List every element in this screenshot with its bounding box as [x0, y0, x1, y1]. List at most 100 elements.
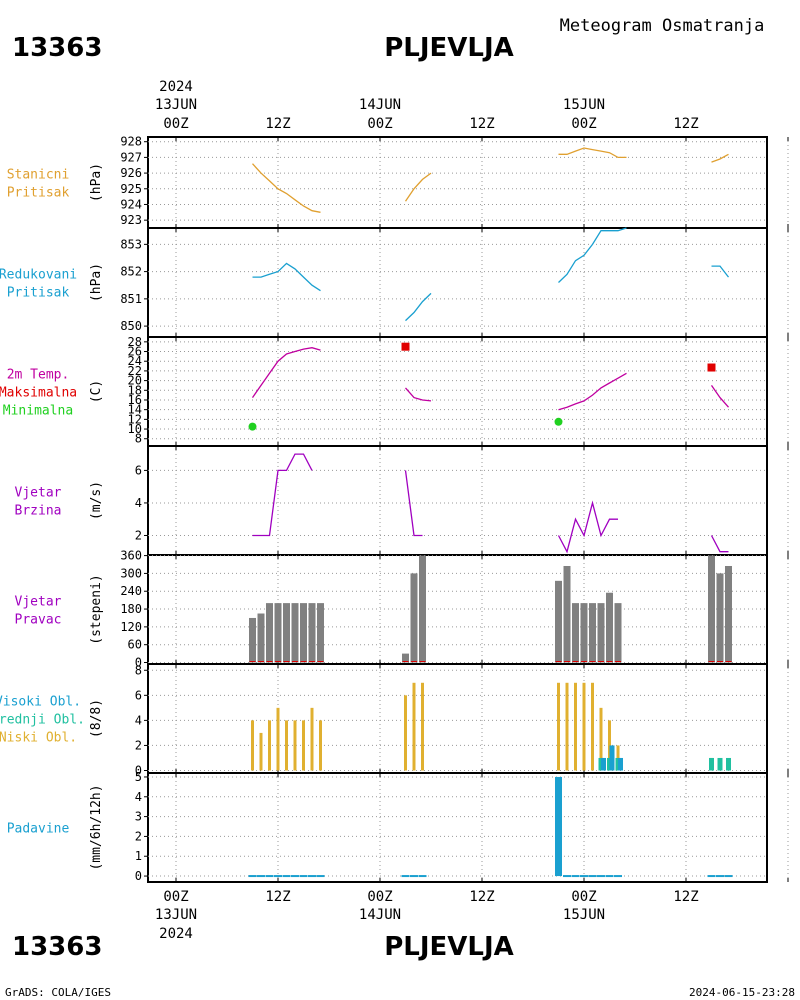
hour-label-top: 12Z	[469, 116, 494, 132]
hour-label-bottom: 12Z	[265, 889, 290, 905]
cloud-bar	[609, 745, 615, 771]
series-line	[251, 347, 321, 398]
y-tick-label: 360	[120, 549, 142, 563]
series-line	[558, 372, 627, 411]
y-tick-label: 1	[135, 849, 142, 863]
y-axis-label: (hPa)	[89, 263, 104, 302]
y-tick-label: 2	[135, 738, 142, 752]
y-tick-label: 8	[135, 432, 142, 446]
cloud-bar	[268, 720, 271, 771]
y-tick-label: 2	[135, 528, 142, 542]
panel-label: Minimalna	[3, 404, 73, 419]
cloud-bar	[601, 757, 606, 771]
y-tick-label: 0	[135, 763, 142, 777]
wind-dir-bar	[589, 603, 596, 663]
y-tick-label: 4	[135, 496, 142, 510]
y-tick-label: 4	[135, 790, 142, 804]
cloud-bar	[717, 757, 723, 771]
wind-dir-bar	[317, 603, 324, 663]
panel-label: Pravac	[15, 613, 62, 628]
hour-label-bottom: 12Z	[469, 889, 494, 905]
cloud-bar	[251, 720, 254, 771]
y-tick-label: 2	[135, 829, 142, 843]
panel-4: 0 60 120 180 240 300 360 (stepeni) Vjetar Pravac	[15, 549, 789, 670]
hour-label-top: 00Z	[571, 116, 596, 132]
wind-dir-bar	[308, 603, 316, 663]
series-line	[711, 153, 729, 163]
cloud-bar	[285, 720, 288, 771]
y-tick-label: 24	[128, 354, 142, 368]
tmax-marker	[707, 363, 716, 372]
cloud-bar	[726, 757, 731, 771]
y-tick-label: 60	[128, 638, 142, 652]
y-tick-label: 20	[128, 374, 142, 388]
y-tick-label: 923	[120, 213, 142, 227]
panel-frame	[147, 772, 768, 883]
y-tick-label: 8	[135, 663, 142, 677]
wind-dir-bar	[274, 603, 282, 663]
series-line	[404, 470, 423, 537]
date-label-bottom: 13JUN	[155, 907, 197, 923]
panel-frame	[147, 336, 768, 447]
y-tick-label: 925	[120, 182, 142, 196]
hour-label-top: 00Z	[367, 116, 392, 132]
wind-dir-bar	[402, 653, 409, 663]
series-line	[710, 385, 729, 408]
cloud-bar	[259, 732, 263, 771]
cloud-bar	[421, 682, 424, 771]
y-tick-label: 3	[135, 810, 142, 824]
panel-label: Vjetar	[15, 595, 62, 610]
wind-dir-bar	[580, 603, 588, 663]
year-label-bottom: 2024	[159, 926, 193, 942]
y-tick-label: 180	[120, 602, 142, 616]
product-title: Meteogram Osmatranja	[560, 16, 765, 36]
series-line	[558, 147, 627, 159]
date-label-top: 14JUN	[359, 97, 401, 113]
y-tick-label: 926	[120, 166, 142, 180]
y-tick-label: 853	[120, 237, 142, 251]
y-tick-label: 850	[120, 319, 142, 333]
panel-frame	[147, 136, 768, 229]
wind-dir-bar	[300, 603, 307, 663]
cloud-bar	[574, 682, 577, 771]
y-tick-label: 924	[120, 197, 142, 211]
date-label-bottom: 15JUN	[563, 907, 605, 923]
y-tick-label: 26	[128, 345, 142, 359]
panel-3: 2 4 6 (m/s) Vjetar Brzina	[15, 445, 789, 556]
panel-label: Pritisak	[7, 186, 70, 201]
panel-6: 0 1 2 3 4 5 (mm/6h/12h) Padavine	[7, 770, 789, 883]
cloud-bar	[319, 720, 322, 771]
y-tick-label: 22	[128, 364, 142, 378]
y-tick-label: 851	[120, 292, 142, 306]
hour-label-top: 00Z	[163, 116, 188, 132]
wind-dir-bar	[572, 603, 579, 663]
y-tick-label: 16	[128, 393, 142, 407]
wind-dir-bar	[266, 603, 273, 663]
panel-label: Vjetar	[15, 486, 62, 501]
y-axis-label: (mm/6h/12h)	[89, 784, 104, 870]
wind-dir-bar	[614, 603, 622, 663]
series-line	[558, 227, 627, 283]
wind-dir-bar	[606, 592, 613, 663]
y-tick-label: 6	[135, 463, 142, 477]
panel-label: Brzina	[15, 504, 62, 519]
cloud-bar	[709, 757, 714, 771]
station-name-bottom: PLJEVLJA	[384, 932, 514, 962]
cloud-bar	[618, 757, 623, 771]
series-line	[252, 453, 313, 537]
y-tick-label: 10	[128, 422, 142, 436]
cloud-bar	[565, 682, 569, 771]
date-label-top: 15JUN	[563, 97, 605, 113]
y-tick-label: 927	[120, 150, 142, 164]
panel-label: Maksimalna	[0, 386, 77, 401]
hour-label-bottom: 00Z	[367, 889, 392, 905]
grads-credit: GrADS: COLA/IGES	[5, 986, 111, 999]
y-tick-label: 0	[135, 869, 142, 883]
wind-dir-bar	[563, 565, 571, 663]
wind-dir-bar	[249, 617, 256, 663]
cloud-bar	[557, 682, 560, 771]
wind-dir-bar	[555, 580, 562, 663]
cloud-bar	[310, 707, 314, 771]
